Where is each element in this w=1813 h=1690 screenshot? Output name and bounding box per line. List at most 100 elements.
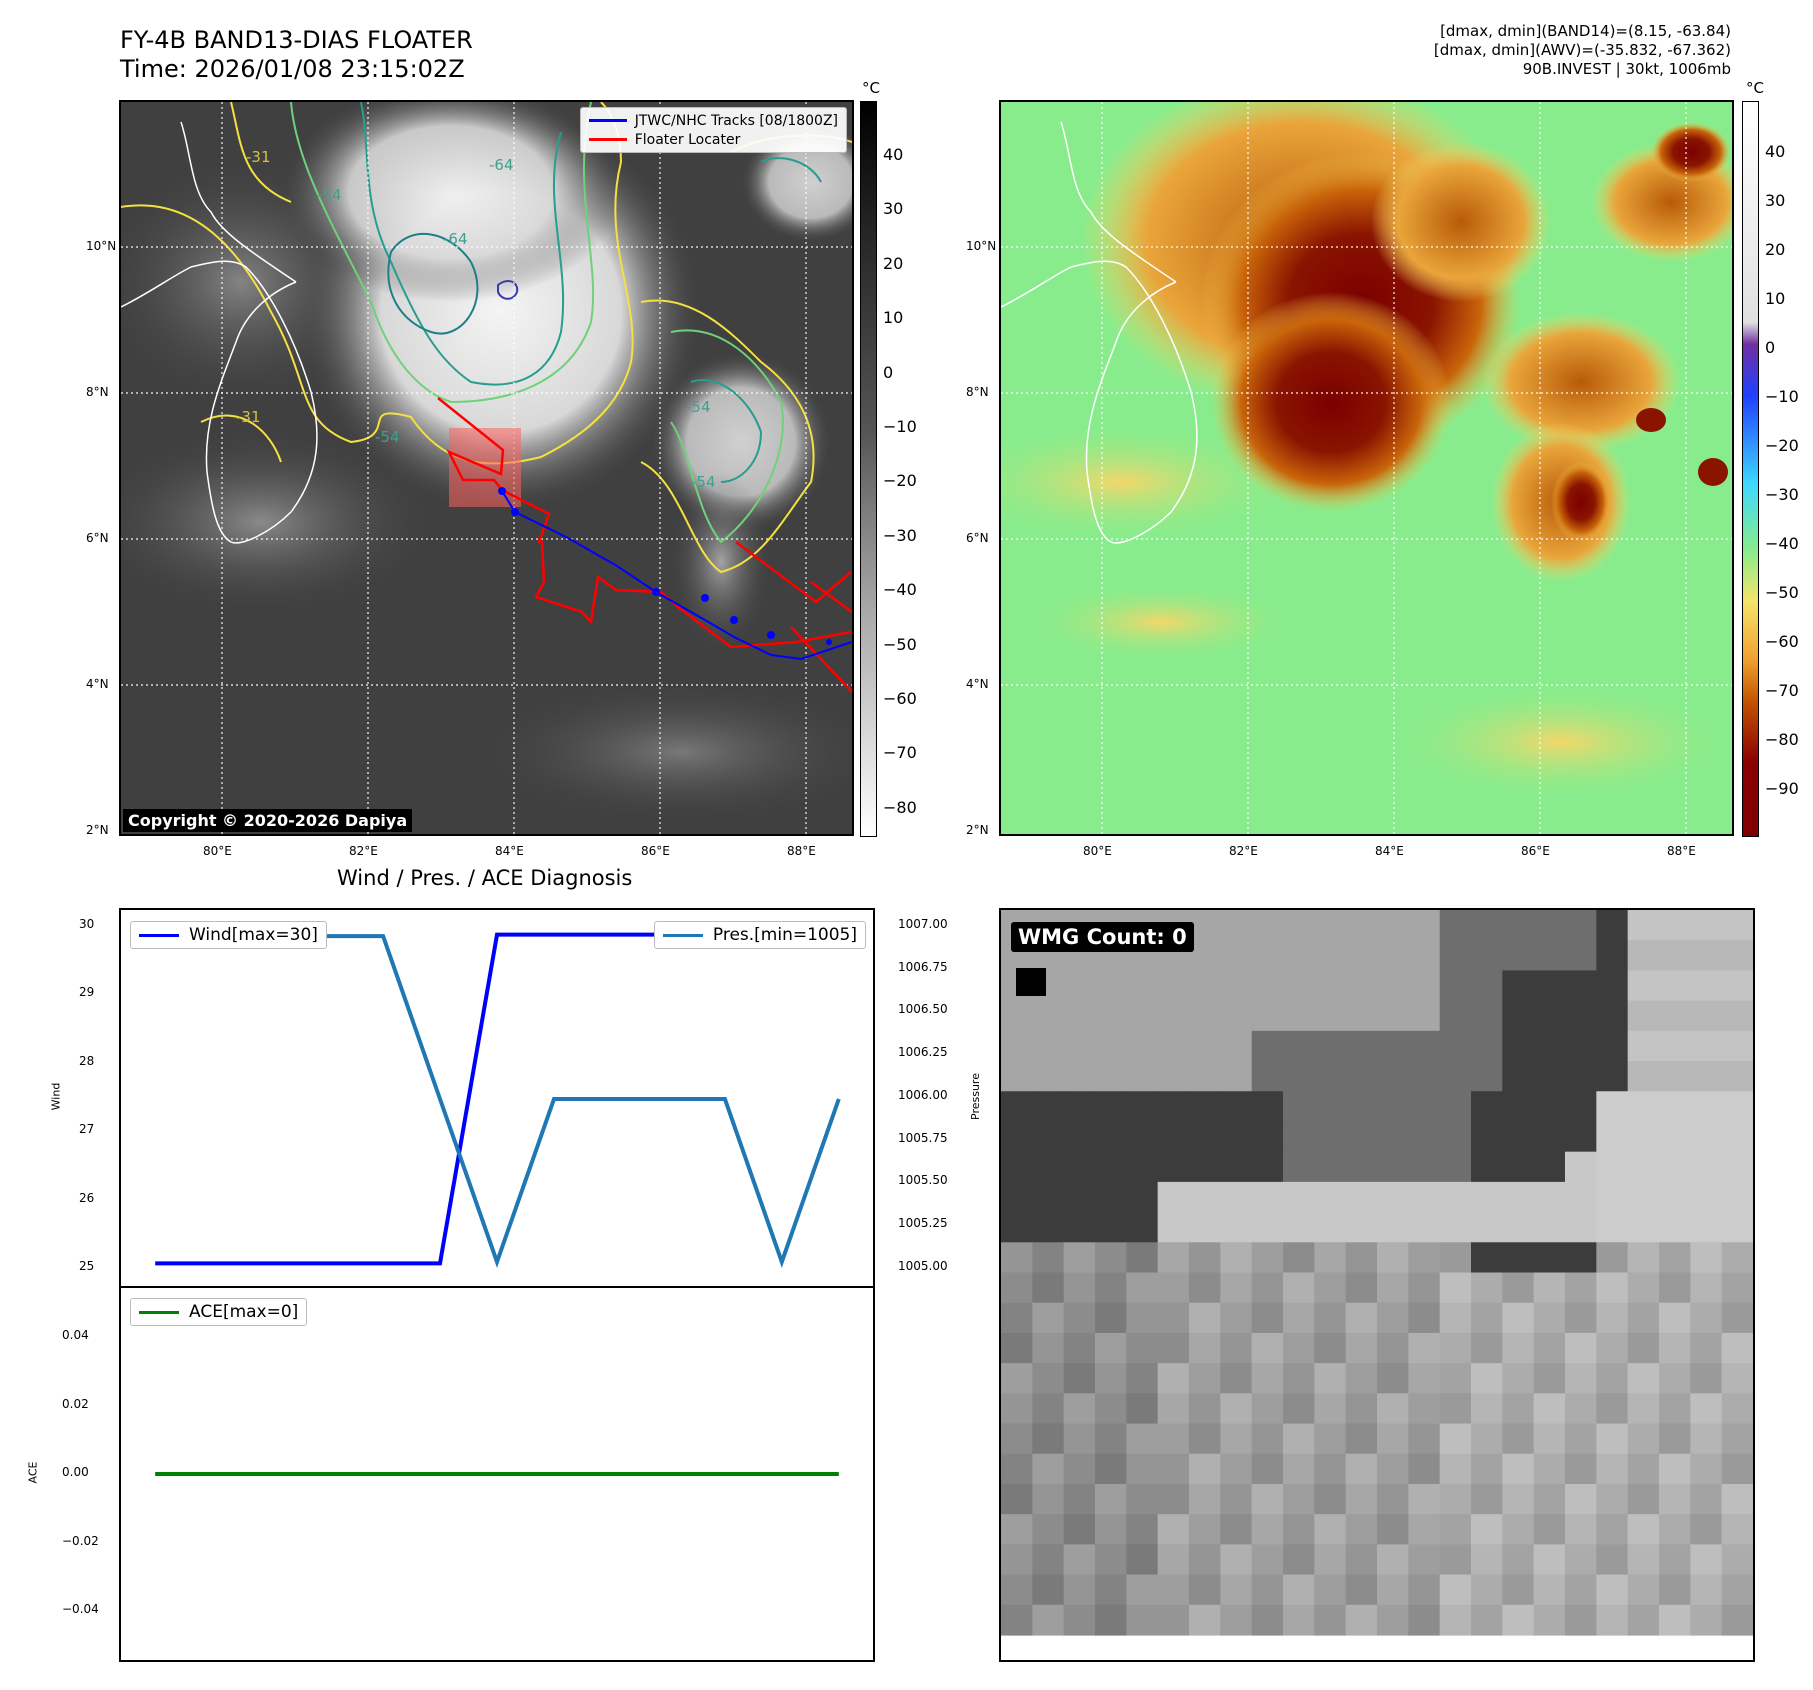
lat-label: 10°N xyxy=(966,239,997,253)
wmg-cell xyxy=(1283,1483,1315,1515)
wmg-cell xyxy=(1627,1604,1660,1636)
tick-label: −30 xyxy=(1765,485,1799,504)
wmg-cell xyxy=(1220,1121,1253,1153)
wmg-cell xyxy=(1659,940,1691,972)
wmg-cell xyxy=(1095,1272,1127,1304)
wmg-cell xyxy=(1126,1332,1159,1364)
wmg-cell xyxy=(1471,1393,1503,1425)
wmg-cell xyxy=(1251,940,1284,972)
wmg-cell xyxy=(1063,1604,1096,1636)
wmg-cell xyxy=(1690,1423,1723,1455)
tick-label: 30 xyxy=(1765,191,1786,210)
ace-axis-label: ACE xyxy=(26,1461,40,1484)
wmg-cell xyxy=(1063,1483,1096,1515)
wmg-cell xyxy=(1596,910,1629,941)
wind-pres-panel: Wind[max=30] Pres.[min=1005] xyxy=(119,908,875,1288)
wmg-cell xyxy=(1220,1151,1253,1183)
legend-item-floater: Floater Locater xyxy=(588,130,838,149)
wmg-cell xyxy=(1095,1453,1127,1485)
tick-label: 0 xyxy=(1765,338,1776,357)
wmg-cell xyxy=(1565,1030,1597,1062)
wmg-marker xyxy=(1016,968,1046,996)
info-band14: [dmax, dmin](BAND14)=(8.15, -63.84) xyxy=(1440,22,1731,40)
colorbar-left xyxy=(860,101,877,837)
wmg-cell xyxy=(1189,1544,1221,1576)
wmg-cell xyxy=(1314,1363,1347,1394)
wmg-cell xyxy=(1471,1181,1503,1213)
wmg-cell xyxy=(1157,1302,1190,1334)
wmg-cell xyxy=(1314,1514,1347,1545)
wmg-cell xyxy=(1063,1242,1096,1274)
wind-axis-label: Wind xyxy=(49,1082,63,1111)
wmg-cell xyxy=(1251,1393,1284,1425)
wmg-cell xyxy=(1126,1061,1159,1092)
lat-label: 4°N xyxy=(86,677,109,691)
wmg-cell xyxy=(1565,1604,1597,1636)
wmg-cell xyxy=(1533,1453,1566,1485)
wmg-cell xyxy=(1251,1030,1284,1062)
wmg-cell xyxy=(1659,1544,1691,1576)
wmg-cell xyxy=(1001,1544,1033,1576)
wmg-cell xyxy=(1408,1544,1441,1576)
wmg-cell xyxy=(1408,1574,1441,1606)
wmg-cell xyxy=(1533,1242,1566,1274)
tick-label: −60 xyxy=(1765,632,1799,651)
wmg-cell xyxy=(1189,1483,1221,1515)
wmg-cell xyxy=(1533,1030,1566,1062)
wmg-cell xyxy=(1377,1212,1409,1243)
wmg-cell xyxy=(1001,1151,1033,1183)
wmg-cell xyxy=(1063,1363,1096,1394)
wmg-cell xyxy=(1032,1332,1065,1364)
wmg-cell xyxy=(1314,1393,1347,1425)
wmg-cell xyxy=(1095,1514,1127,1545)
wmg-cell xyxy=(1565,1483,1597,1515)
contour-label: -64 xyxy=(443,230,468,248)
wmg-cell xyxy=(1627,1091,1660,1123)
wmg-cell xyxy=(1251,1604,1284,1636)
wmg-cell xyxy=(1627,1030,1660,1062)
wmg-cell xyxy=(1377,1302,1409,1334)
wmg-cell xyxy=(1220,1544,1253,1576)
wmg-cell xyxy=(1314,1091,1347,1123)
wmg-cell xyxy=(1439,1091,1472,1123)
wmg-cell xyxy=(1596,1423,1629,1455)
wmg-cell xyxy=(1063,1121,1096,1153)
wmg-cell xyxy=(1032,1212,1065,1243)
wmg-cell xyxy=(1502,1151,1535,1183)
wmg-cell xyxy=(1283,1061,1315,1092)
wmg-cell xyxy=(1690,910,1723,941)
wmg-cell xyxy=(1251,1363,1284,1394)
wmg-cell xyxy=(1095,1574,1127,1606)
wmg-cell xyxy=(1377,1061,1409,1092)
wmg-cell xyxy=(1377,1483,1409,1515)
wmg-cell xyxy=(1345,1302,1378,1334)
tick-label: 26 xyxy=(79,1190,95,1205)
wmg-cell xyxy=(1095,970,1127,1002)
wmg-cell xyxy=(1533,970,1566,1002)
wmg-cell xyxy=(1220,1453,1253,1485)
wmg-cell xyxy=(1408,1514,1441,1545)
wmg-cell xyxy=(1471,1091,1503,1123)
wmg-cell xyxy=(1408,1212,1441,1243)
wmg-cell xyxy=(1439,940,1472,972)
wmg-cell xyxy=(1251,1514,1284,1545)
wmg-cell xyxy=(1063,1030,1096,1062)
wmg-cell xyxy=(1690,1091,1723,1123)
wmg-cell xyxy=(1627,1574,1660,1606)
wmg-cell xyxy=(1345,970,1378,1002)
wmg-cell xyxy=(1126,1544,1159,1576)
wmg-cell xyxy=(1251,1483,1284,1515)
wmg-cell xyxy=(1314,1483,1347,1515)
wmg-cell xyxy=(1471,1212,1503,1243)
wmg-cell xyxy=(1533,1544,1566,1576)
contour-label: -31 xyxy=(246,148,271,166)
wmg-cell xyxy=(1189,1453,1221,1485)
wmg-cell xyxy=(1001,1423,1033,1455)
tick-label: 40 xyxy=(883,145,904,164)
wmg-cell xyxy=(1502,1212,1535,1243)
diagnosis-title: Wind / Pres. / ACE Diagnosis xyxy=(337,866,633,890)
tick-label: −40 xyxy=(883,580,917,600)
wmg-cell xyxy=(1471,1363,1503,1394)
wmg-cell xyxy=(1721,970,1753,1002)
lon-label: 82°E xyxy=(349,844,378,858)
